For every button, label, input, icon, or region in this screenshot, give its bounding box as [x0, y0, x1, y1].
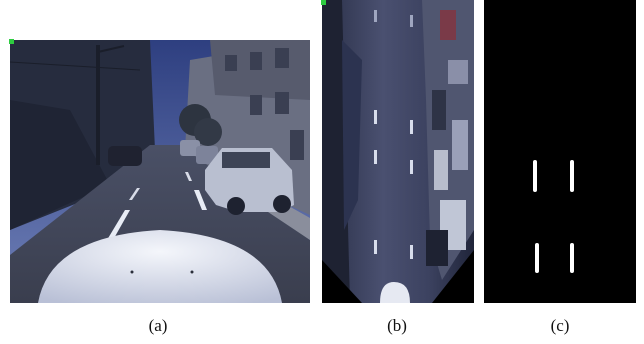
corner-marker-a — [9, 39, 14, 44]
corner-marker-b — [321, 0, 326, 5]
lane-mark-bottom-left — [535, 243, 539, 273]
birds-eye-view-drawing — [322, 0, 474, 303]
lane-mark-top-right — [570, 160, 574, 192]
birds-eye-view-image — [322, 0, 474, 303]
camera-view-drawing — [10, 40, 310, 303]
lane-mask-drawing — [484, 0, 636, 303]
caption-b: (b) — [387, 316, 407, 335]
lane-mark-top-left — [533, 160, 537, 192]
lane-mark-bottom-right — [570, 243, 574, 273]
camera-view-image — [10, 40, 310, 303]
lane-mask-image — [484, 0, 636, 303]
caption-c: (c) — [550, 316, 570, 335]
caption-a: (a) — [148, 316, 168, 335]
